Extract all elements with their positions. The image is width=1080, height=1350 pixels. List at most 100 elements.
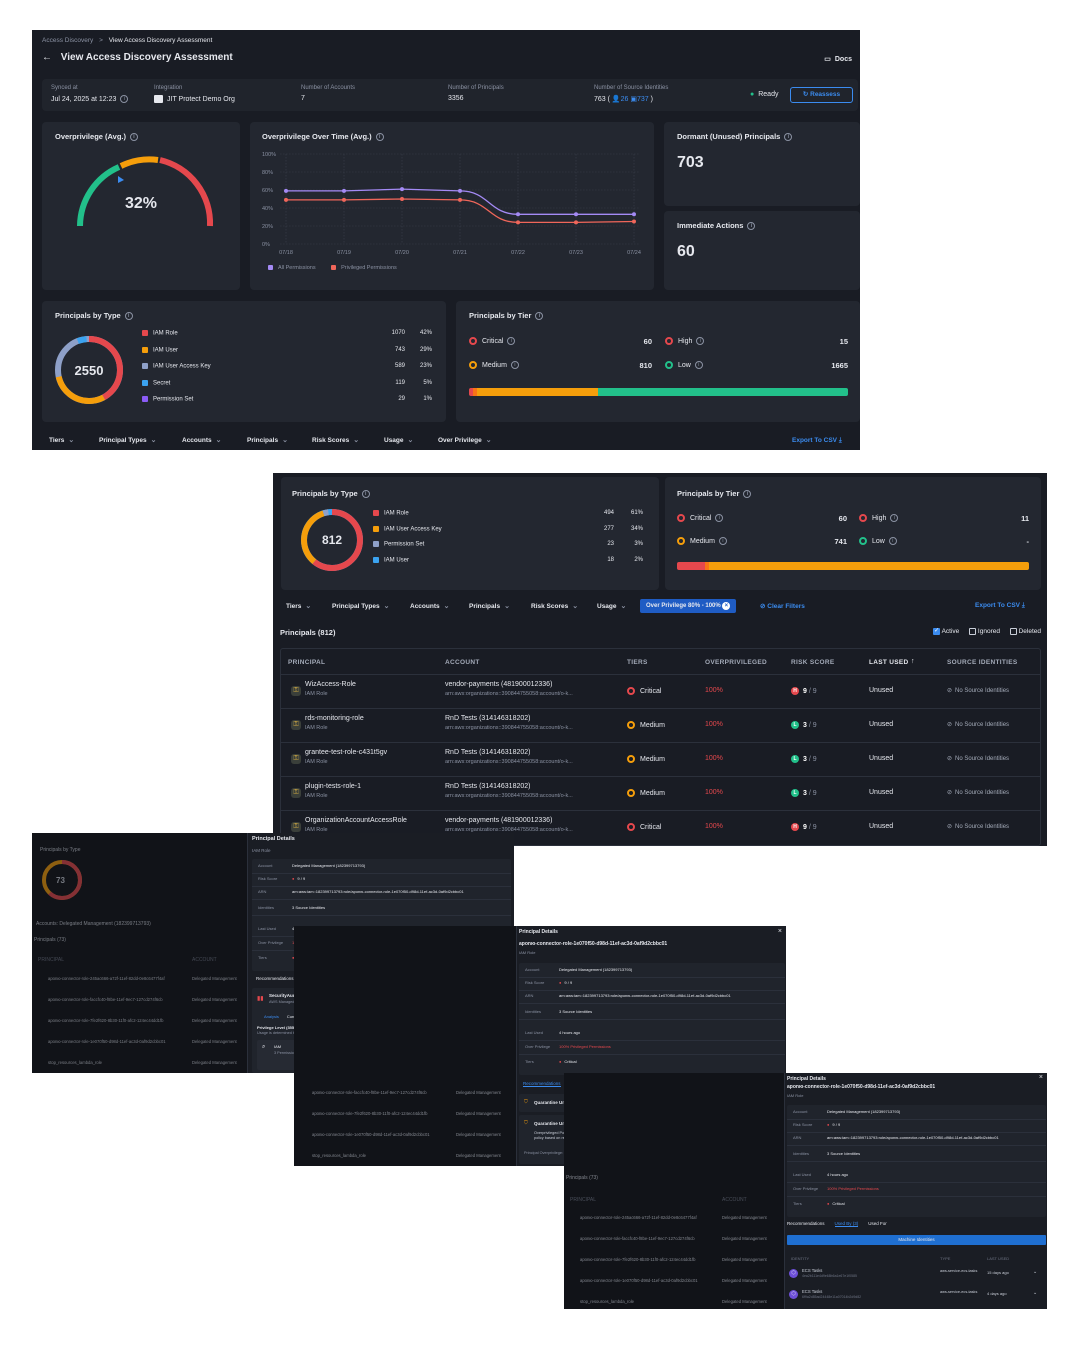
active-checkbox[interactable]: ✓ — [933, 628, 941, 635]
column-header[interactable]: OVERPRIVILEGED — [705, 659, 767, 666]
info-icon: i — [510, 361, 519, 369]
chevron-down-icon[interactable]: ⌄ — [1033, 1269, 1038, 1275]
field-value[interactable]: 3 Source Identities — [559, 1009, 593, 1014]
deleted-checkbox[interactable] — [1009, 628, 1017, 635]
iam-perms-count: 3 Permissions — [274, 1051, 298, 1055]
ignored-checkbox[interactable] — [969, 628, 977, 635]
export-csv-button[interactable]: Export To CSV ⤓ — [792, 437, 842, 444]
risk-level-icon: L — [791, 755, 799, 763]
chevron-down-icon: ⌄ — [443, 603, 450, 610]
source-identities: No Source Identities — [955, 824, 1010, 830]
column-header[interactable]: ACCOUNT — [445, 659, 480, 666]
field-key: Tiers — [258, 955, 267, 960]
ecs-icon: ⬡ — [789, 1269, 798, 1278]
filter-accounts[interactable]: Accounts ⌄ — [182, 437, 222, 444]
column-header[interactable]: PRINCIPAL — [288, 659, 326, 666]
tier-high-value: 15 — [839, 337, 848, 346]
table-row[interactable]: ⚿ plugin-tests-role-1 IAM Role RnD Tests (3… — [281, 777, 1040, 811]
filter-tiers[interactable]: Tiers ⌄ — [286, 603, 312, 610]
clear-filter-icon: ⊘ — [760, 603, 766, 610]
overprivileged-value: 100% — [705, 755, 723, 762]
account-name: RnD Tests (314146318202) — [445, 783, 531, 790]
principal-name[interactable]: OrganizationAccountAccessRole — [305, 817, 407, 824]
bg-principals-count: Principals (73) — [34, 937, 66, 943]
info-icon: i — [696, 337, 705, 345]
field-value: 4 hours ago — [559, 1030, 581, 1035]
field-value[interactable]: 3 Source Identities — [827, 1151, 861, 1156]
table-row[interactable]: ⚿ OrganizationAccountAccessRole IAM Role ve… — [281, 811, 1040, 844]
download-icon: ⤓ — [1021, 602, 1025, 609]
filter-principal-types[interactable]: Principal Types ⌄ — [99, 437, 157, 444]
breadcrumb-root[interactable]: Access Discovery — [42, 37, 94, 44]
identity-name[interactable]: ECS Tasks — [802, 1289, 823, 1294]
close-icon[interactable]: × — [1038, 1074, 1043, 1081]
reassess-button[interactable]: ↻ Reassess — [790, 87, 853, 103]
principal-name[interactable]: WizAccess-Role — [305, 681, 356, 688]
chevron-down-icon: ⌄ — [68, 437, 75, 444]
tab-used-for[interactable]: Used For — [868, 1221, 887, 1226]
iam-service-label: IAM — [274, 1044, 282, 1049]
legend-swatch — [142, 379, 148, 386]
clear-filters-button[interactable]: ⊘ Clear Filters — [760, 603, 805, 610]
export-csv-button[interactable]: Export To CSV ⤓ — [975, 602, 1025, 609]
data-point — [342, 197, 346, 202]
tab-analysis[interactable]: Analysis — [264, 1014, 279, 1019]
identity-name[interactable]: ECS Tasks — [802, 1268, 823, 1273]
filter-over-privilege[interactable]: Over Privilege ⌄ — [438, 437, 492, 444]
filter-principal-types[interactable]: Principal Types ⌄ — [332, 603, 390, 610]
ecs-icon: ⬡ — [789, 1290, 798, 1299]
filter-principals[interactable]: Principals ⌄ — [469, 603, 510, 610]
filter-accounts[interactable]: Accounts ⌄ — [410, 603, 450, 610]
table-row[interactable]: ⚿ rds-monitoring-role IAM Role RnD Tests (3… — [281, 709, 1040, 743]
filter-usage[interactable]: Usage ⌄ — [384, 437, 414, 444]
sort-asc-icon[interactable]: ↑ — [911, 658, 915, 665]
field-value: arn:aws:iam::182399713793:role/aponю-con… — [559, 993, 731, 998]
type-label: IAM User — [384, 557, 410, 564]
type-count: 29 — [398, 396, 405, 402]
legend-swatch — [268, 265, 273, 271]
y-tick-label: 40% — [262, 206, 273, 212]
type-legend-item: Permission Set — [373, 541, 424, 548]
active-filter-chip[interactable]: Over Privilege 80% - 100% × — [640, 599, 737, 613]
chevron-down-icon: ⌄ — [150, 437, 157, 444]
policy-type: AWS Managed Policy — [269, 1000, 306, 1004]
field-value[interactable]: 3 Source Identities — [292, 905, 326, 910]
info-icon: i — [130, 133, 138, 142]
docs-link[interactable]: ▭ Docs — [824, 56, 852, 63]
tab-recommendations[interactable]: Recommendations — [256, 976, 294, 981]
principals-table: PRINCIPAL ACCOUNT TIERS OVERPRIVILEGED RISK … — [280, 648, 1041, 846]
principal-name[interactable]: rds-monitoring-role — [305, 715, 364, 722]
account-arn: arn:aws:organizations::390844755058:acco… — [445, 759, 573, 765]
breadcrumb-separator: > — [99, 37, 103, 44]
back-arrow-icon[interactable]: ← — [42, 52, 52, 63]
by-tier-title: Principals by Tier — [469, 311, 532, 320]
tab-recommendations[interactable]: Recommendations — [523, 1081, 561, 1087]
principal-name[interactable]: plugin-tests-role-1 — [305, 783, 362, 790]
table-row[interactable]: ⚿ WizAccess-Role IAM Role vendor-payments (… — [281, 675, 1040, 709]
no-identities-icon: ⊘ — [947, 790, 953, 796]
chevron-down-icon[interactable]: ⌄ — [1033, 1290, 1038, 1296]
close-icon[interactable]: × — [777, 928, 782, 935]
filter-principals[interactable]: Principals ⌄ — [247, 437, 288, 444]
close-icon[interactable]: × — [722, 602, 731, 610]
machine-identities-tab[interactable]: Machine Identities — [787, 1235, 1046, 1245]
filter-risk-scores[interactable]: Risk Scores ⌄ — [312, 437, 360, 444]
column-header[interactable]: TIERS — [627, 659, 648, 666]
filter-usage[interactable]: Usage ⌄ — [597, 603, 627, 610]
bg-header-account: ACCOUNT — [722, 1197, 747, 1203]
tab-used-by-[interactable]: Used By (3) — [834, 1221, 859, 1227]
filter-tiers[interactable]: Tiers ⌄ — [49, 437, 75, 444]
field-value: Delegated Management (182399713793) — [292, 863, 366, 868]
details-tabs: Recommendations Used By (3) Used For — [787, 1221, 897, 1227]
tier-distribution-bar — [677, 562, 1029, 570]
column-header[interactable]: LAST USED — [869, 659, 909, 666]
principal-name[interactable]: grantee-test-role-c431t5gv — [305, 749, 388, 756]
dormant-card: Dormant (Unused) Principals i 703 — [664, 122, 860, 206]
principal-details-panel: Principal Details × aponю-connector-role… — [784, 1073, 1047, 1309]
column-header[interactable]: SOURCE IDENTITIES — [947, 659, 1018, 666]
tab-recommendations[interactable]: Recommendations — [787, 1221, 825, 1226]
column-header[interactable]: RISK SCORE — [791, 659, 835, 666]
page-title: View Access Discovery Assessment — [60, 52, 233, 63]
table-row[interactable]: ⚿ grantee-test-role-c431t5gv IAM Role RnD T… — [281, 743, 1040, 777]
filter-risk-scores[interactable]: Risk Scores ⌄ — [531, 603, 579, 610]
